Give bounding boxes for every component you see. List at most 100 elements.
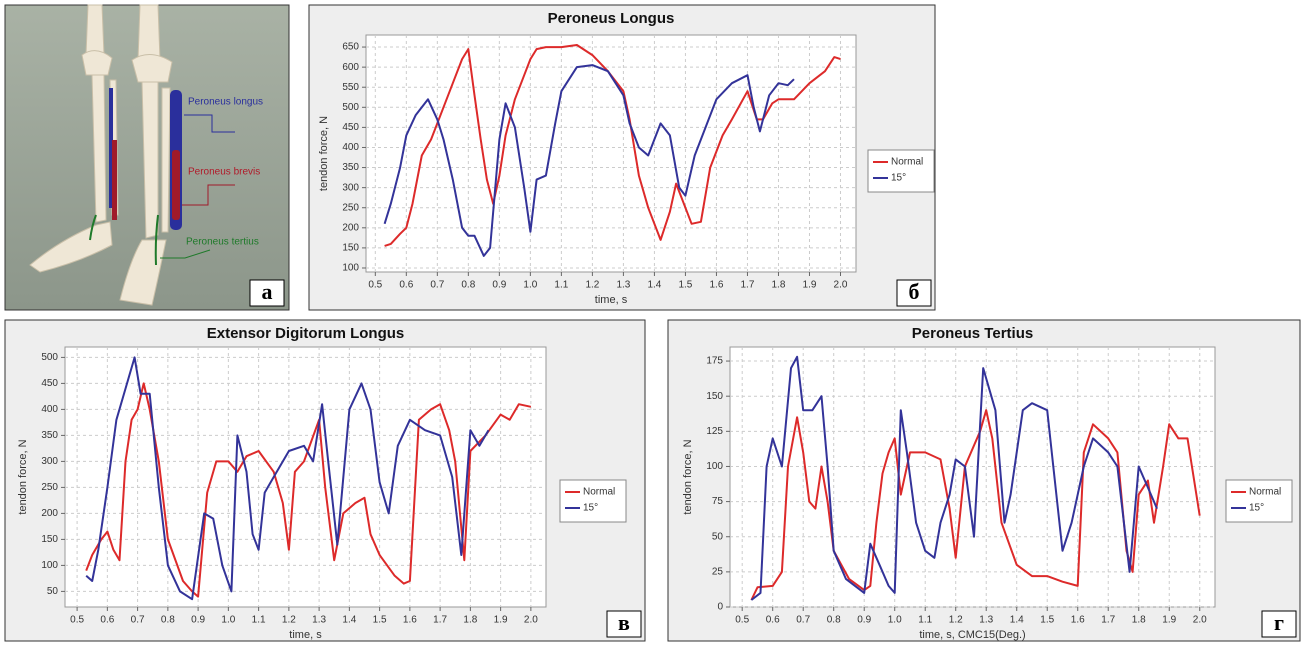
x-tick-label: 1.8: [463, 615, 477, 626]
x-tick-label: 2.0: [834, 280, 848, 291]
y-tick-label: 450: [342, 122, 359, 133]
y-tick-label: 400: [342, 142, 359, 153]
x-axis-label: time, s: [289, 629, 322, 641]
x-tick-label: 0.6: [766, 615, 780, 626]
chart-title: Extensor Digitorum Longus: [207, 325, 405, 342]
y-tick-label: 50: [712, 531, 724, 542]
y-tick-label: 300: [41, 456, 58, 467]
y-tick-label: 250: [41, 482, 58, 493]
x-tick-label: 1.5: [373, 615, 387, 626]
x-tick-label: 0.5: [70, 615, 84, 626]
x-tick-label: 1.7: [1101, 615, 1115, 626]
x-tick-label: 1.4: [1010, 615, 1024, 626]
legend-label: 15°: [583, 503, 598, 514]
y-tick-label: 50: [47, 586, 59, 597]
y-tick-label: 75: [712, 496, 724, 507]
y-axis-label: tendon force, N: [682, 439, 694, 514]
chart-title: Peroneus Longus: [548, 10, 675, 27]
x-tick-label: 1.8: [1132, 615, 1146, 626]
y-tick-label: 500: [41, 352, 58, 363]
x-tick-label: 1.3: [979, 615, 993, 626]
anatomy-label: Peroneus tertius: [186, 237, 259, 248]
panel-letter: б: [909, 279, 920, 304]
legend-label: 15°: [1249, 503, 1264, 514]
muscle-brevis: [172, 150, 180, 220]
x-tick-label: 1.5: [678, 280, 692, 291]
x-tick-label: 1.6: [709, 280, 723, 291]
x-tick-label: 0.5: [368, 280, 382, 291]
y-tick-label: 350: [41, 430, 58, 441]
y-tick-label: 150: [342, 243, 359, 254]
y-tick-label: 125: [706, 426, 723, 437]
x-tick-label: 0.6: [100, 615, 114, 626]
y-tick-label: 450: [41, 378, 58, 389]
x-tick-label: 1.6: [1071, 615, 1085, 626]
legend-label: Normal: [583, 487, 615, 498]
x-tick-label: 1.5: [1040, 615, 1054, 626]
anatomy-label: Peroneus brevis: [188, 167, 260, 178]
plot-area: [366, 35, 856, 272]
x-tick-label: 0.9: [857, 615, 871, 626]
legend-label: Normal: [891, 157, 923, 168]
y-axis-label: tendon force, N: [17, 439, 29, 514]
x-tick-label: 1.8: [772, 280, 786, 291]
chart-panel: 02550751001251501750.50.60.70.80.91.01.1…: [668, 320, 1300, 641]
panel-letter: г: [1274, 610, 1284, 635]
x-tick-label: 2.0: [524, 615, 538, 626]
y-tick-label: 200: [41, 508, 58, 519]
x-tick-label: 1.3: [616, 280, 630, 291]
x-tick-label: 1.7: [433, 615, 447, 626]
x-tick-label: 1.1: [252, 615, 266, 626]
chart-panel: 50 100 150 200 250 300 350 400 450 500 0.5 0.6 0.7 0.…: [5, 320, 645, 641]
figure: Peroneus longus Peroneus brevis Peroneus…: [0, 0, 1305, 646]
x-tick-label: 1.9: [1162, 615, 1176, 626]
y-tick-label: 175: [706, 356, 723, 367]
y-tick-label: 100: [41, 560, 58, 571]
y-tick-label: 150: [41, 534, 58, 545]
x-tick-label: 1.0: [888, 615, 902, 626]
x-tick-label: 1.2: [585, 280, 599, 291]
x-tick-label: 1.9: [803, 280, 817, 291]
x-tick-label: 0.9: [492, 280, 506, 291]
x-tick-label: 1.4: [342, 615, 356, 626]
anatomy-panel: Peroneus longus Peroneus brevis Peroneus…: [5, 5, 289, 310]
y-tick-label: 350: [342, 162, 359, 173]
x-tick-label: 1.6: [403, 615, 417, 626]
x-tick-label: 1.2: [949, 615, 963, 626]
x-tick-label: 1.7: [741, 280, 755, 291]
x-tick-label: 0.8: [161, 615, 175, 626]
panel-letter: а: [262, 279, 273, 304]
x-tick-label: 1.1: [554, 280, 568, 291]
legend-label: Normal: [1249, 487, 1281, 498]
x-tick-label: 0.7: [131, 615, 145, 626]
x-tick-label: 0.9: [191, 615, 205, 626]
muscle-brevis-left: [112, 140, 117, 220]
y-tick-label: 500: [342, 102, 359, 113]
x-tick-label: 0.8: [461, 280, 475, 291]
x-tick-label: 1.0: [523, 280, 537, 291]
x-tick-label: 1.9: [494, 615, 508, 626]
y-tick-label: 200: [342, 222, 359, 233]
x-tick-label: 0.6: [399, 280, 413, 291]
y-tick-label: 100: [342, 263, 359, 274]
y-tick-label: 600: [342, 62, 359, 73]
y-tick-label: 250: [342, 202, 359, 213]
y-tick-label: 25: [712, 567, 724, 578]
x-tick-label: 0.5: [735, 615, 749, 626]
anatomy-label: Peroneus longus: [188, 97, 263, 108]
x-axis-label: time, s: [595, 294, 628, 306]
y-tick-label: 400: [41, 404, 58, 415]
x-tick-label: 0.8: [827, 615, 841, 626]
x-axis-label: time, s, CMC15(Deg.): [919, 629, 1025, 641]
x-tick-label: 1.1: [918, 615, 932, 626]
chart-title: Peroneus Tertius: [912, 325, 1033, 342]
x-tick-label: 2.0: [1193, 615, 1207, 626]
x-tick-label: 0.7: [430, 280, 444, 291]
y-tick-label: 550: [342, 82, 359, 93]
panel-letter: в: [618, 610, 630, 635]
y-tick-label: 300: [342, 182, 359, 193]
y-tick-label: 150: [706, 391, 723, 402]
x-tick-label: 0.7: [796, 615, 810, 626]
y-tick-label: 100: [706, 461, 723, 472]
